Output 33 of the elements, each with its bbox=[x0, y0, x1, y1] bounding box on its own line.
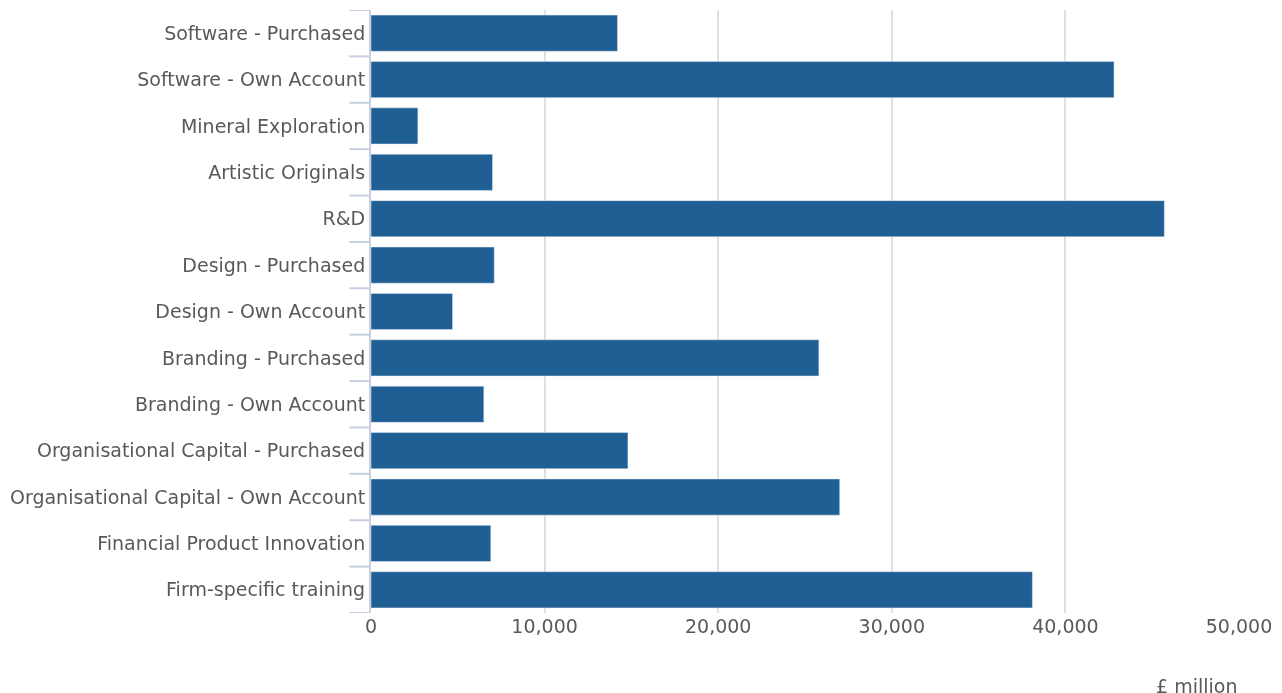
x-tick-label: 50,000 bbox=[1205, 615, 1273, 637]
x-tick-label: 0 bbox=[364, 615, 378, 637]
x-axis-title: £ million bbox=[1156, 675, 1238, 693]
y-tick-label: Firm-specific training bbox=[166, 578, 366, 601]
y-tick-label: Design - Own Account bbox=[155, 300, 366, 323]
bar bbox=[371, 61, 1115, 98]
y-tick-label: Software - Purchased bbox=[164, 21, 366, 44]
y-tick-label: Financial Product Innovation bbox=[97, 532, 366, 555]
bar bbox=[371, 14, 618, 52]
bar bbox=[371, 478, 840, 516]
bar bbox=[371, 571, 1033, 609]
bar bbox=[371, 339, 820, 377]
bar bbox=[371, 293, 453, 330]
y-tick-label: Branding - Own Account bbox=[135, 392, 366, 415]
y-tick-label: Artistic Originals bbox=[208, 161, 366, 183]
y-tick-label: Organisational Capital - Own Account bbox=[10, 485, 366, 508]
bar bbox=[371, 385, 485, 423]
y-tick-label: Design - Purchased bbox=[182, 253, 366, 276]
x-tick-label: 40,000 bbox=[1032, 615, 1099, 637]
y-tick-label: Mineral Exploration bbox=[180, 114, 366, 137]
y-tick-label: Software - Own Account bbox=[137, 68, 366, 91]
bar bbox=[371, 432, 629, 469]
y-tick-label: Organisational Capital - Purchased bbox=[36, 439, 366, 462]
bar bbox=[371, 154, 493, 191]
y-tick-label: R&D bbox=[322, 207, 366, 230]
bar bbox=[371, 525, 492, 562]
x-tick-label: 10,000 bbox=[511, 615, 578, 637]
bar bbox=[371, 107, 419, 145]
bar bbox=[371, 246, 495, 284]
y-tick-label: Branding - Purchased bbox=[161, 346, 366, 369]
x-tick-label: 30,000 bbox=[858, 615, 926, 637]
bar bbox=[371, 200, 1165, 238]
x-tick-label: 20,000 bbox=[684, 615, 752, 637]
